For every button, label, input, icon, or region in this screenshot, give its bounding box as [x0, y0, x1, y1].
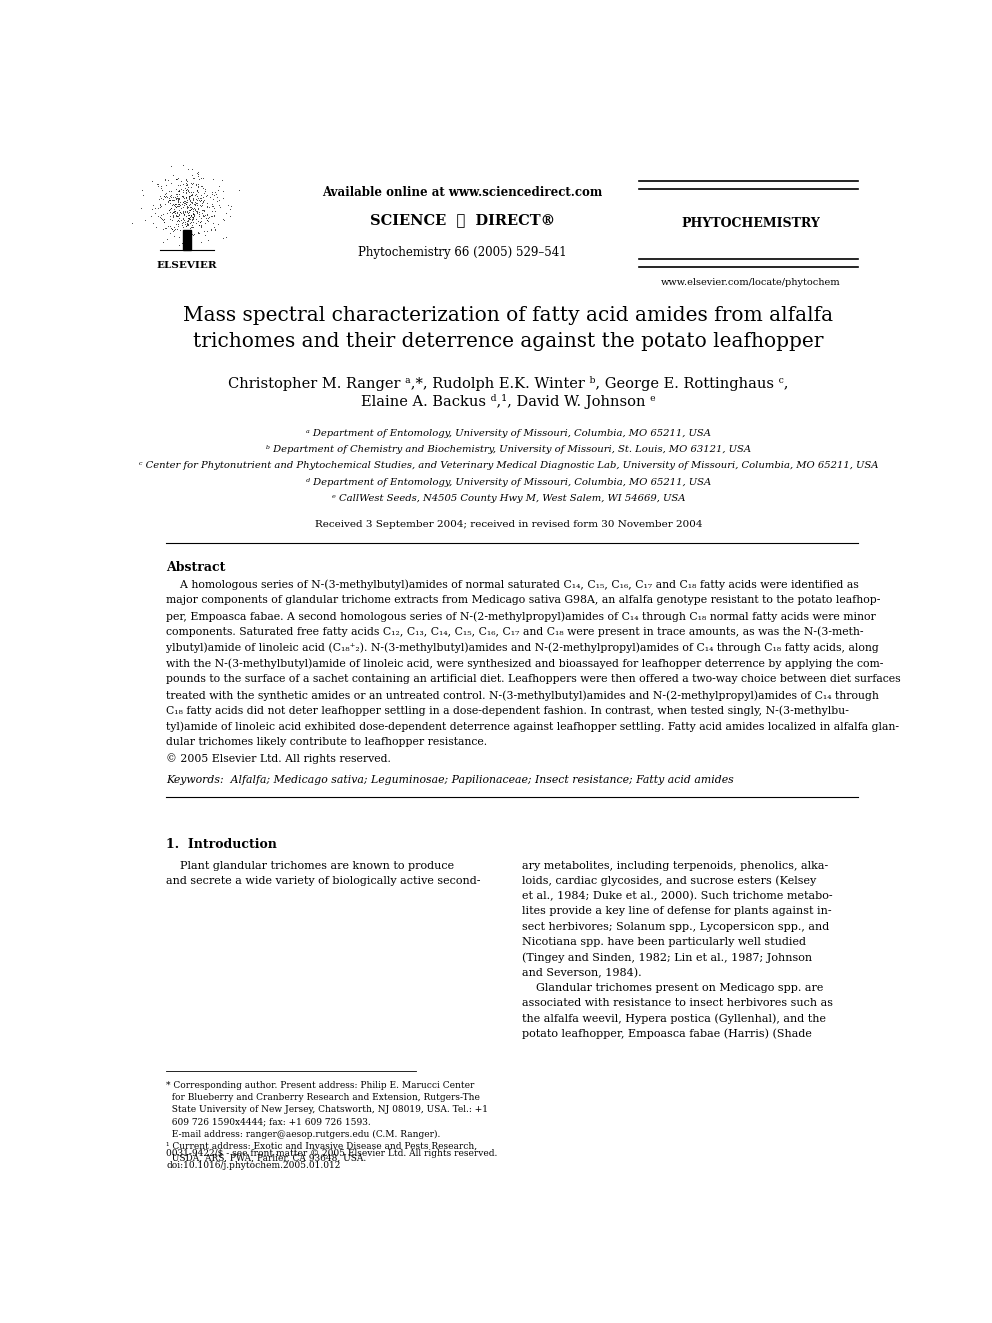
Text: ylbutyl)amide of linoleic acid (C₁₈⁺₂). N-(3-methylbutyl)amides and N-(2-methylp: ylbutyl)amide of linoleic acid (C₁₈⁺₂). …: [167, 643, 879, 654]
Text: pounds to the surface of a sachet containing an artificial diet. Leafhoppers wer: pounds to the surface of a sachet contai…: [167, 675, 901, 684]
Text: ᵈ Department of Entomology, University of Missouri, Columbia, MO 65211, USA: ᵈ Department of Entomology, University o…: [306, 478, 711, 487]
Text: for Blueberry and Cranberry Research and Extension, Rutgers-The: for Blueberry and Cranberry Research and…: [167, 1093, 480, 1102]
Text: doi:10.1016/j.phytochem.2005.01.012: doi:10.1016/j.phytochem.2005.01.012: [167, 1162, 340, 1170]
Text: Christopher M. Ranger ᵃ,*, Rudolph E.K. Winter ᵇ, George E. Rottinghaus ᶜ,: Christopher M. Ranger ᵃ,*, Rudolph E.K. …: [228, 376, 789, 390]
Text: * Corresponding author. Present address: Philip E. Marucci Center: * Corresponding author. Present address:…: [167, 1081, 474, 1090]
Text: (Tingey and Sinden, 1982; Lin et al., 1987; Johnson: (Tingey and Sinden, 1982; Lin et al., 19…: [522, 953, 812, 963]
Text: treated with the synthetic amides or an untreated control. N-(3-methylbutyl)amid: treated with the synthetic amides or an …: [167, 691, 879, 701]
Text: State University of New Jersey, Chatsworth, NJ 08019, USA. Tel.: +1: State University of New Jersey, Chatswor…: [167, 1105, 488, 1114]
Text: et al., 1984; Duke et al., 2000). Such trichome metabo-: et al., 1984; Duke et al., 2000). Such t…: [522, 892, 833, 901]
Text: lites provide a key line of defense for plants against in-: lites provide a key line of defense for …: [522, 906, 832, 917]
Text: Elaine A. Backus ᵈ,¹, David W. Johnson ᵉ: Elaine A. Backus ᵈ,¹, David W. Johnson ᵉ: [361, 394, 656, 409]
Text: and Severson, 1984).: and Severson, 1984).: [522, 967, 642, 978]
Text: Nicotiana spp. have been particularly well studied: Nicotiana spp. have been particularly we…: [522, 937, 806, 947]
Text: PHYTOCHEMISTRY: PHYTOCHEMISTRY: [682, 217, 820, 230]
Text: E-mail address: ranger@aesop.rutgers.edu (C.M. Ranger).: E-mail address: ranger@aesop.rutgers.edu…: [167, 1130, 440, 1139]
Text: SCIENCE  ⓓ  DIRECT®: SCIENCE ⓓ DIRECT®: [370, 213, 555, 226]
Text: with the N-(3-methylbutyl)amide of linoleic acid, were synthesized and bioassaye: with the N-(3-methylbutyl)amide of linol…: [167, 659, 884, 669]
Text: sect herbivores; Solanum spp., Lycopersicon spp., and: sect herbivores; Solanum spp., Lycopersi…: [522, 922, 829, 931]
Polygon shape: [184, 230, 190, 250]
Text: loids, cardiac glycosides, and sucrose esters (Kelsey: loids, cardiac glycosides, and sucrose e…: [522, 876, 816, 886]
Text: ᵉ CallWest Seeds, N4505 County Hwy M, West Salem, WI 54669, USA: ᵉ CallWest Seeds, N4505 County Hwy M, We…: [331, 493, 685, 503]
Text: 1.  Introduction: 1. Introduction: [167, 839, 277, 851]
Text: 609 726 1590x4444; fax: +1 609 726 1593.: 609 726 1590x4444; fax: +1 609 726 1593.: [167, 1118, 371, 1126]
Text: trichomes and their deterrence against the potato leafhopper: trichomes and their deterrence against t…: [193, 332, 823, 351]
Text: C₁₈ fatty acids did not deter leafhopper settling in a dose-dependent fashion. I: C₁₈ fatty acids did not deter leafhopper…: [167, 705, 849, 716]
Text: associated with resistance to insect herbivores such as: associated with resistance to insect her…: [522, 998, 833, 1008]
Text: ᶜ Center for Phytonutrient and Phytochemical Studies, and Veterinary Medical Dia: ᶜ Center for Phytonutrient and Phytochem…: [139, 462, 878, 470]
Text: USDA, ARS, PWA, Parlier, CA 93648, USA.: USDA, ARS, PWA, Parlier, CA 93648, USA.: [167, 1154, 366, 1163]
Text: Plant glandular trichomes are known to produce: Plant glandular trichomes are known to p…: [167, 861, 454, 871]
Text: tyl)amide of linoleic acid exhibited dose-dependent deterrence against leafhoppe: tyl)amide of linoleic acid exhibited dos…: [167, 721, 900, 732]
Text: 0031-9422/$ - see front matter © 2005 Elsevier Ltd. All rights reserved.: 0031-9422/$ - see front matter © 2005 El…: [167, 1148, 498, 1158]
Text: ᵃ Department of Entomology, University of Missouri, Columbia, MO 65211, USA: ᵃ Department of Entomology, University o…: [306, 429, 711, 438]
Text: Mass spectral characterization of fatty acid amides from alfalfa: Mass spectral characterization of fatty …: [184, 307, 833, 325]
Text: the alfalfa weevil, Hypera postica (Gyllenhal), and the: the alfalfa weevil, Hypera postica (Gyll…: [522, 1013, 826, 1024]
Text: ¹ Current address: Exotic and Invasive Disease and Pests Research,: ¹ Current address: Exotic and Invasive D…: [167, 1142, 477, 1151]
Text: ELSEVIER: ELSEVIER: [157, 261, 217, 270]
Text: Phytochemistry 66 (2005) 529–541: Phytochemistry 66 (2005) 529–541: [358, 246, 566, 259]
Text: ary metabolites, including terpenoids, phenolics, alka-: ary metabolites, including terpenoids, p…: [522, 861, 828, 871]
Text: Received 3 September 2004; received in revised form 30 November 2004: Received 3 September 2004; received in r…: [314, 520, 702, 529]
Text: Available online at www.sciencedirect.com: Available online at www.sciencedirect.co…: [322, 185, 602, 198]
Text: Glandular trichomes present on Medicago spp. are: Glandular trichomes present on Medicago …: [522, 983, 823, 992]
Text: Keywords:  Alfalfa; Medicago sativa; Leguminosae; Papilionaceae; Insect resistan: Keywords: Alfalfa; Medicago sativa; Legu…: [167, 775, 734, 785]
Text: A homologous series of N-(3-methylbutyl)amides of normal saturated C₁₄, C₁₅, C₁₆: A homologous series of N-(3-methylbutyl)…: [167, 579, 859, 590]
Text: components. Saturated free fatty acids C₁₂, C₁₃, C₁₄, C₁₅, C₁₆, C₁₇ and C₁₈ were: components. Saturated free fatty acids C…: [167, 627, 864, 638]
Text: Abstract: Abstract: [167, 561, 225, 574]
Text: dular trichomes likely contribute to leafhopper resistance.: dular trichomes likely contribute to lea…: [167, 737, 487, 747]
Text: ᵇ Department of Chemistry and Biochemistry, University of Missouri, St. Louis, M: ᵇ Department of Chemistry and Biochemist…: [266, 445, 751, 454]
Text: per, Empoasca fabae. A second homologous series of N-(2-methylpropyl)amides of C: per, Empoasca fabae. A second homologous…: [167, 611, 876, 622]
Text: and secrete a wide variety of biologically active second-: and secrete a wide variety of biological…: [167, 876, 481, 886]
Text: potato leafhopper, Empoasca fabae (Harris) (Shade: potato leafhopper, Empoasca fabae (Harri…: [522, 1029, 812, 1040]
Text: www.elsevier.com/locate/phytochem: www.elsevier.com/locate/phytochem: [661, 278, 840, 287]
Text: major components of glandular trichome extracts from Medicago sativa G98A, an al: major components of glandular trichome e…: [167, 595, 881, 606]
Text: © 2005 Elsevier Ltd. All rights reserved.: © 2005 Elsevier Ltd. All rights reserved…: [167, 753, 391, 763]
